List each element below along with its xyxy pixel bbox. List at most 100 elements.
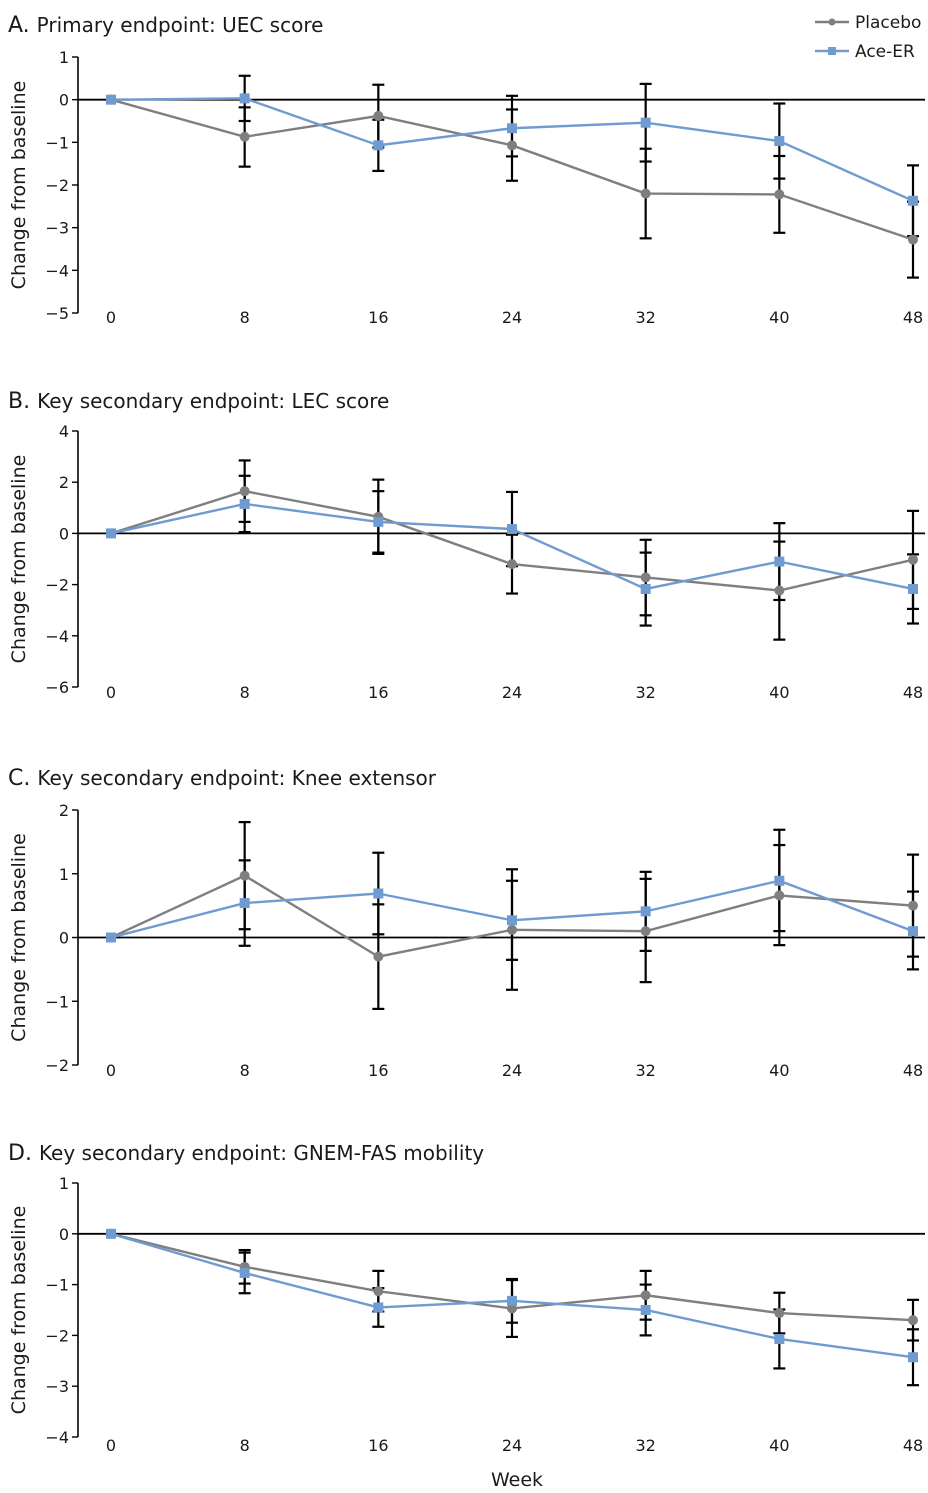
data-point-aceer — [774, 1333, 785, 1344]
x-tick-label: 32 — [635, 683, 655, 702]
x-tick-label: 8 — [240, 1436, 250, 1455]
data-point-aceer — [640, 1305, 651, 1315]
x-tick-label: 48 — [903, 1436, 923, 1455]
y-tick-label: 2 — [59, 473, 69, 492]
y-tick-label: 0 — [59, 524, 69, 543]
data-point-placebo — [640, 926, 651, 937]
data-point-placebo — [373, 1286, 384, 1297]
y-tick-label: 4 — [59, 422, 69, 441]
panel-title-text: Key secondary endpoint: Knee extensor — [37, 766, 436, 790]
series-aceer — [106, 1228, 918, 1363]
y-tick-label: −3 — [45, 219, 69, 238]
data-point-aceer — [106, 528, 116, 539]
y-tick-label: −1 — [45, 1276, 69, 1295]
series-placebo — [106, 1228, 918, 1326]
x-tick-label: 48 — [903, 683, 923, 702]
data-point-placebo — [908, 554, 918, 565]
data-point-aceer — [239, 93, 250, 104]
data-point-aceer — [373, 140, 384, 151]
x-tick-label: 40 — [769, 1436, 789, 1455]
series-placebo — [106, 870, 918, 962]
data-point-aceer — [640, 117, 651, 128]
y-tick-label: −4 — [45, 627, 69, 646]
panel-title-text: Primary endpoint: UEC score — [37, 13, 324, 37]
panel-title: B. Key secondary endpoint: LEC score — [8, 389, 389, 414]
panel-d: D. Key secondary endpoint: GNEM-FAS mobil… — [8, 1141, 925, 1491]
y-tick-label: 0 — [59, 929, 69, 948]
data-point-aceer — [373, 888, 384, 899]
y-tick-label: 0 — [59, 91, 69, 110]
data-point-placebo — [507, 1303, 517, 1314]
x-axis-label: Week — [491, 1469, 543, 1491]
data-point-placebo — [908, 234, 918, 245]
y-tick-label: −2 — [45, 576, 69, 595]
x-tick-label: 8 — [240, 308, 250, 327]
y-tick-label: −2 — [45, 176, 69, 195]
y-tick-label: −1 — [45, 992, 69, 1011]
data-point-aceer — [507, 123, 517, 134]
y-tick-label: −5 — [45, 304, 69, 323]
x-tick-label: 24 — [502, 308, 522, 327]
x-tick-label: 16 — [368, 308, 388, 327]
data-point-aceer — [640, 906, 651, 917]
y-tick-label: 1 — [59, 48, 69, 67]
x-tick-label: 16 — [368, 1061, 388, 1080]
x-tick-label: 40 — [769, 308, 789, 327]
x-tick-label: 40 — [769, 1061, 789, 1080]
y-axis-label: Change from baseline — [8, 455, 30, 664]
x-tick-label: 16 — [368, 1436, 388, 1455]
data-point-placebo — [239, 870, 250, 881]
data-point-placebo — [507, 559, 517, 570]
data-point-placebo — [373, 110, 384, 121]
y-tick-label: −2 — [45, 1056, 69, 1075]
panel-letter: A. — [8, 13, 30, 38]
y-tick-label: −6 — [45, 678, 69, 697]
panel-c: C. Key secondary endpoint: Knee extensor 2… — [8, 766, 925, 1080]
data-point-aceer — [106, 932, 116, 943]
error-bars-aceer — [238, 474, 919, 627]
data-point-placebo — [640, 188, 651, 199]
data-point-aceer — [239, 1267, 250, 1278]
x-tick-label: 48 — [903, 1061, 923, 1080]
x-tick-label: 0 — [106, 1436, 116, 1455]
x-tick-label: 0 — [106, 683, 116, 702]
data-point-aceer — [373, 1302, 384, 1313]
data-point-aceer — [774, 875, 785, 886]
panel-letter: B. — [8, 389, 30, 414]
series-aceer — [106, 498, 918, 594]
x-tick-label: 8 — [240, 1061, 250, 1080]
y-tick-label: −2 — [45, 1326, 69, 1345]
error-bars-aceer — [238, 828, 919, 971]
y-axis-label: Change from baseline — [8, 833, 30, 1042]
y-axis-label: Change from baseline — [8, 81, 30, 290]
data-point-aceer — [774, 556, 785, 567]
data-point-aceer — [106, 94, 116, 105]
legend-marker — [828, 18, 836, 26]
y-tick-label: −4 — [45, 261, 69, 280]
data-point-aceer — [239, 898, 250, 909]
panel-b: B. Key secondary endpoint: LEC score 4 2 0 −2… — [8, 389, 925, 702]
panel-letter: D. — [8, 1141, 32, 1166]
y-tick-label: −1 — [45, 133, 69, 152]
panel-title: C. Key secondary endpoint: Knee extensor — [8, 766, 437, 791]
error-bars-aceer — [238, 1251, 919, 1387]
data-point-placebo — [507, 924, 517, 935]
y-tick-label: 0 — [59, 1225, 69, 1244]
y-tick-label: −3 — [45, 1377, 69, 1396]
data-point-aceer — [908, 583, 918, 594]
data-point-aceer — [640, 583, 651, 594]
data-point-placebo — [908, 900, 918, 911]
y-tick-label: −4 — [45, 1428, 69, 1447]
x-tick-label: 40 — [769, 683, 789, 702]
error-bars-placebo — [238, 1248, 919, 1342]
panel-letter: C. — [8, 766, 30, 791]
legend-label: Ace-ER — [855, 42, 915, 62]
data-point-placebo — [640, 572, 651, 583]
legend: Placebo Ace-ER — [815, 13, 921, 62]
x-tick-label: 0 — [106, 308, 116, 327]
x-tick-label: 24 — [502, 1061, 522, 1080]
panel-title: A. Primary endpoint: UEC score — [8, 13, 323, 38]
error-bars-placebo — [238, 459, 919, 641]
data-point-aceer — [908, 1352, 918, 1363]
data-point-placebo — [908, 1315, 918, 1326]
